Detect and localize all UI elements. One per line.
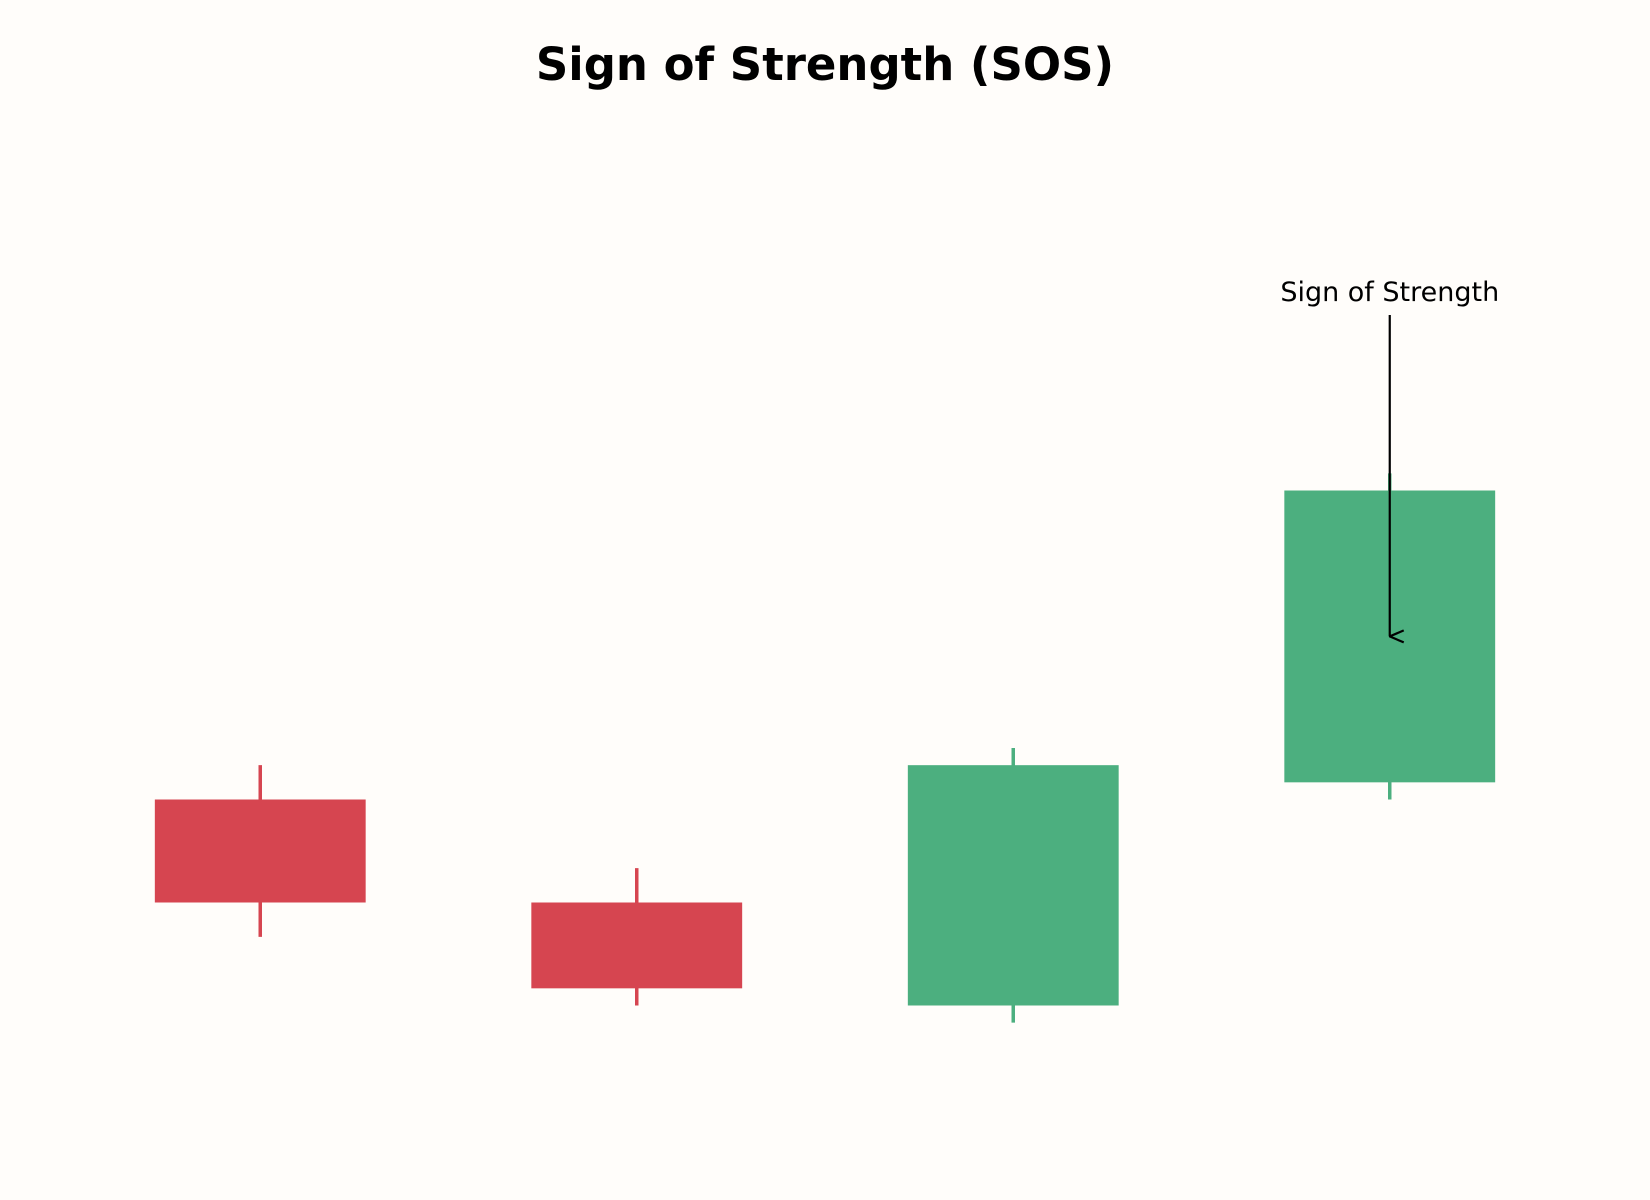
candle-2	[531, 868, 743, 1006]
candle-1	[154, 765, 366, 937]
chart-title: Sign of Strength (SOS)	[535, 38, 1115, 91]
candle-3-body	[907, 765, 1119, 1006]
candles-layer	[154, 473, 1496, 1023]
annotation-label: Sign of Strength	[1280, 277, 1499, 308]
candle-3	[907, 748, 1119, 1023]
annotation-layer: Sign of Strength	[1280, 277, 1499, 636]
candle-2-body	[531, 902, 743, 989]
candle-1-body	[154, 799, 366, 903]
